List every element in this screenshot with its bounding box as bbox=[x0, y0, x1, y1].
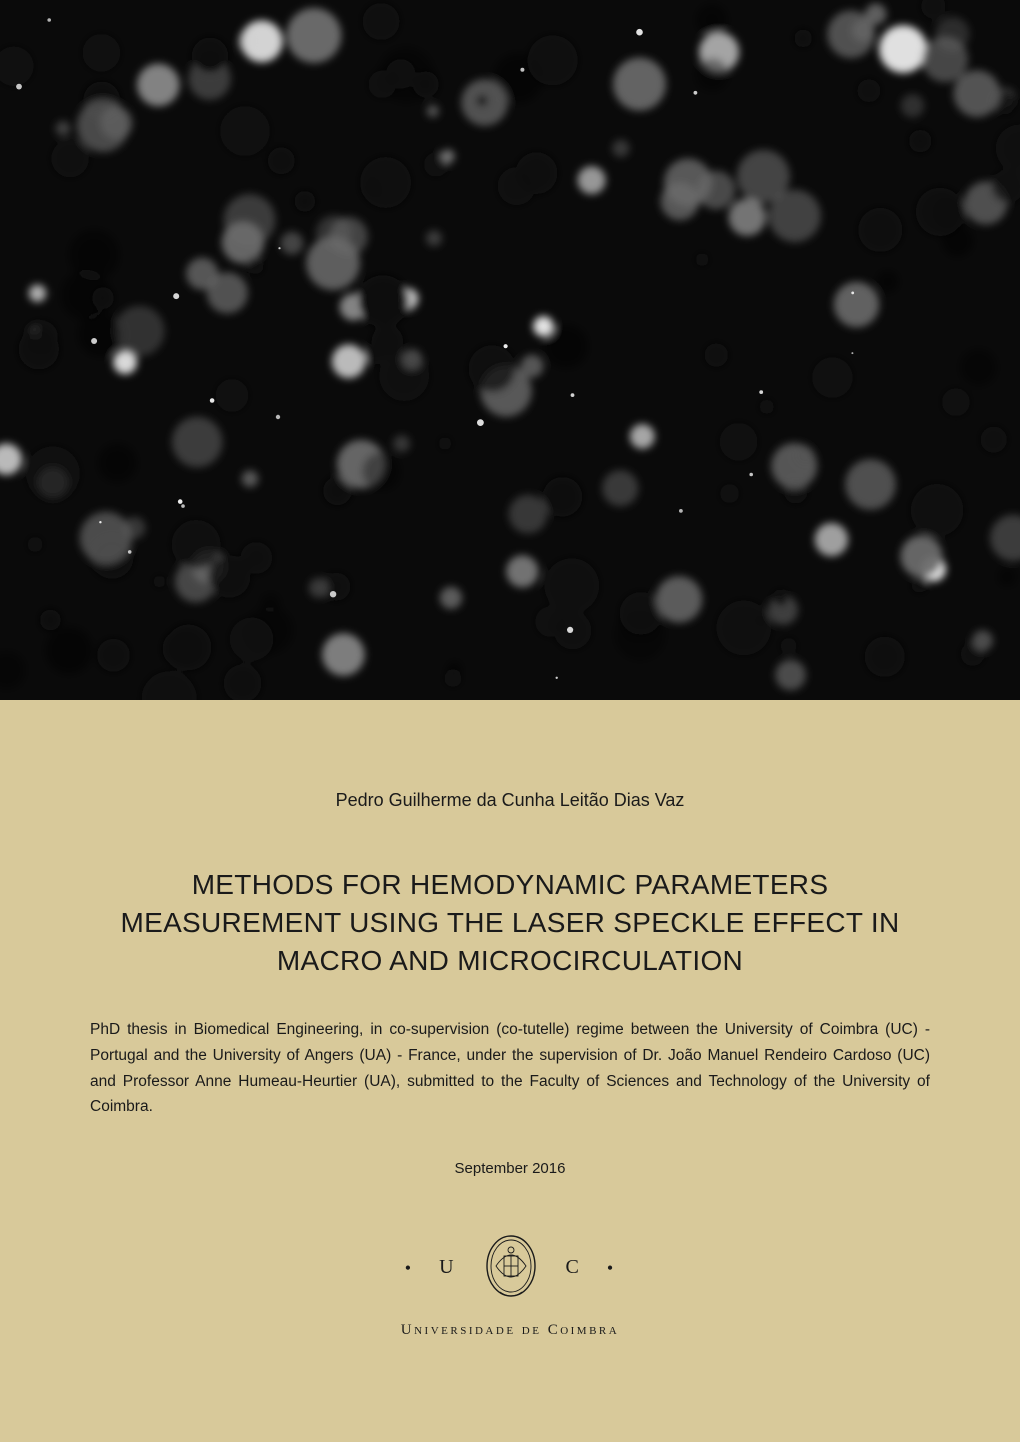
thesis-description: PhD thesis in Biomedical Engineering, in… bbox=[90, 1017, 930, 1119]
seal-row: • U C • bbox=[405, 1232, 615, 1304]
speckle-hero-image bbox=[0, 0, 1020, 700]
thesis-title: METHODS FOR HEMODYNAMIC PARAMETERS MEASU… bbox=[90, 866, 930, 979]
institution-name: Universidade de Coimbra bbox=[401, 1322, 619, 1339]
author-name: Pedro Guilherme da Cunha Leitão Dias Vaz bbox=[336, 790, 685, 811]
dot-icon: • bbox=[405, 1259, 413, 1277]
seal-left-letter: U bbox=[439, 1256, 455, 1279]
university-seal-icon bbox=[482, 1232, 540, 1304]
publication-date: September 2016 bbox=[455, 1160, 566, 1177]
dot-icon: • bbox=[607, 1259, 615, 1277]
seal-right-letter: C bbox=[566, 1256, 581, 1279]
cover-content: Pedro Guilherme da Cunha Leitão Dias Vaz… bbox=[0, 700, 1020, 1442]
institution-logo: • U C • Universidade de Coimbra bbox=[401, 1232, 619, 1339]
